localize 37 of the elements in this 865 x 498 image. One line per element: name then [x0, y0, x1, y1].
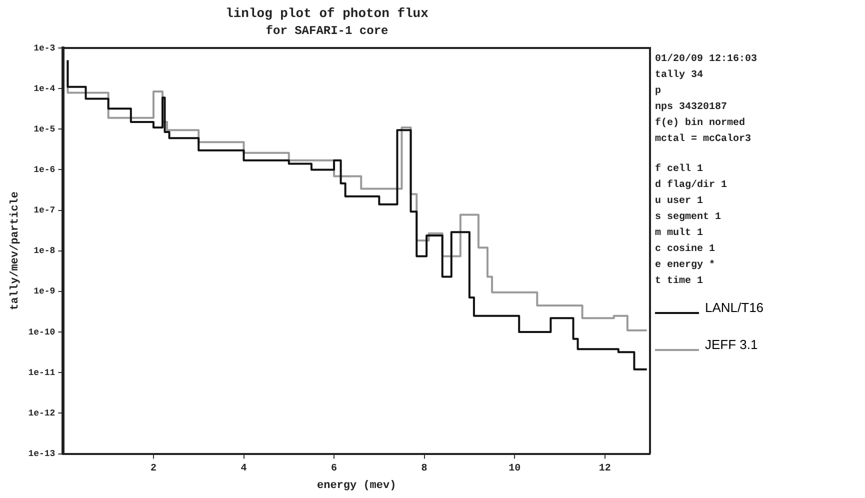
text: mctal = mcCalor3	[655, 132, 752, 147]
chart-subtitle: for SAFARI-1 core	[266, 24, 388, 38]
y-tick-label: 1e-9	[34, 286, 56, 297]
y-tick-label: 1e-11	[28, 368, 56, 378]
text: t time 1	[655, 274, 704, 289]
text: f cell 1	[655, 162, 704, 177]
text: c cosine 1	[655, 242, 716, 257]
legend-label: LANL/T16	[705, 300, 764, 315]
x-tick-label: 4	[240, 463, 247, 474]
x-tick-label: 2	[150, 463, 156, 474]
text: e energy *	[655, 258, 716, 273]
y-axis-title: tally/mev/particle	[9, 191, 22, 310]
x-tick-label: 10	[508, 463, 521, 474]
y-tick-label: 1e-5	[34, 124, 56, 134]
x-tick-label: 6	[331, 463, 338, 474]
y-tick-label: 1e-8	[34, 246, 56, 256]
text: s segment 1	[655, 211, 722, 225]
x-axis-title: energy (mev)	[316, 480, 396, 492]
x-tick-label: 8	[421, 463, 428, 474]
text: 01/20/09 12:16:03	[655, 52, 758, 67]
text: f(e) bin normed	[655, 116, 746, 131]
text: p	[655, 85, 662, 99]
text: m mult 1	[655, 226, 704, 241]
x-tick-label: 12	[598, 463, 611, 474]
legend-label: JEFF 3.1	[705, 337, 758, 352]
y-tick-label: 1e-3	[34, 43, 56, 54]
y-tick-label: 1e-7	[34, 206, 56, 216]
chart-title: linlog plot of photon flux	[226, 6, 429, 22]
y-tick-label: 1e-10	[28, 327, 56, 338]
y-tick-label: 1e-6	[34, 165, 56, 176]
y-tick-label: 1e-12	[28, 408, 56, 418]
text: tally 34	[655, 68, 704, 83]
text: nps 34320187	[655, 101, 728, 115]
text: u user 1	[655, 195, 704, 209]
y-tick-label: 1e-4	[34, 84, 56, 94]
y-tick-label: 1e-13	[28, 449, 56, 460]
text: d flag/dir 1	[655, 178, 728, 193]
